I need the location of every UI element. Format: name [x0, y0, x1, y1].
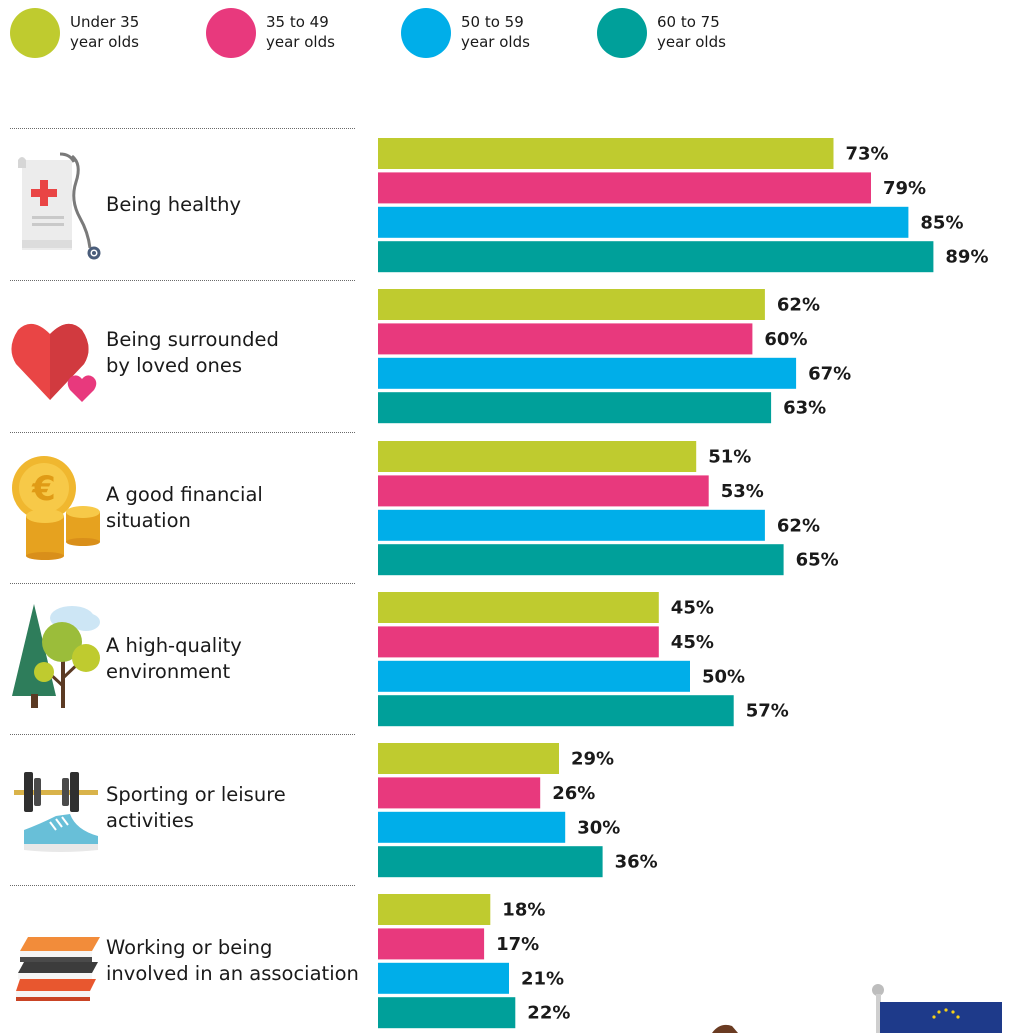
bar-value-label: 57% [746, 701, 789, 722]
bar [378, 509, 765, 541]
legend-label-line: Under 35 [70, 13, 140, 31]
row-separator [10, 734, 355, 735]
legend-swatch [401, 8, 451, 58]
category-label-line: A good financial [106, 483, 263, 506]
bar [378, 660, 690, 692]
category-label-line: Working or being [106, 936, 273, 959]
category-label-line: environment [106, 660, 231, 683]
bar-value-label: 67% [808, 363, 851, 384]
bar-value-label: 29% [571, 749, 614, 770]
bar-value-label: 65% [796, 550, 839, 571]
bar [378, 846, 603, 878]
bird-icon [712, 1024, 738, 1033]
category-label-line: activities [106, 809, 194, 832]
legend: Under 35 year olds 35 to 49 year olds 50… [10, 6, 1000, 62]
legend-swatch [206, 8, 256, 58]
trees-cloud-icon [12, 604, 100, 708]
bar-value-label: 51% [708, 447, 751, 468]
legend-label: 35 to 49 year olds [266, 12, 376, 52]
hearts-icon [11, 323, 97, 402]
row-separator [10, 280, 355, 281]
bar [378, 357, 797, 389]
legend-label: 50 to 59 year olds [461, 12, 571, 52]
bar-value-label: 18% [502, 900, 545, 921]
category-label-being-healthy: Being healthy [106, 192, 241, 218]
bar [378, 138, 834, 169]
legend-label-line: year olds [266, 33, 335, 51]
category-label-association: Working or being involved in an associat… [106, 935, 359, 987]
dumbbell-sneaker-icon [14, 772, 98, 852]
bar [378, 894, 491, 925]
category-label-financial: A good financial situation [106, 482, 263, 534]
bar [378, 626, 659, 658]
legend-label-line: year olds [461, 33, 530, 51]
medical-certificate-stethoscope-icon [18, 152, 101, 260]
eu-flag-icon [872, 984, 1002, 1033]
row-separator [10, 885, 355, 886]
bar [378, 323, 753, 355]
bar-value-label: 17% [496, 934, 539, 955]
category-label-line: Sporting or leisure [106, 783, 286, 806]
category-label-line: Being surrounded [106, 328, 279, 351]
bar [378, 206, 909, 238]
legend-swatch [597, 8, 647, 58]
legend-label-line: year olds [70, 33, 139, 51]
bar-value-label: 85% [920, 212, 963, 233]
legend-label-line: year olds [657, 33, 726, 51]
bar [378, 441, 697, 472]
bar-value-label: 60% [764, 329, 807, 350]
legend-label-line: 35 to 49 [266, 13, 329, 31]
legend-label-line: 60 to 75 [657, 13, 720, 31]
bar-value-label: 21% [521, 968, 564, 989]
legend-label: 60 to 75 year olds [657, 12, 767, 52]
bar [378, 928, 485, 960]
bar [378, 997, 516, 1029]
bar-value-label: 53% [721, 481, 764, 502]
bar-value-label: 62% [777, 295, 820, 316]
legend-label-line: 50 to 59 [461, 13, 524, 31]
row-separator [10, 583, 355, 584]
category-label-line: involved in an association [106, 962, 359, 985]
bar [378, 777, 541, 809]
category-label-sporting: Sporting or leisure activities [106, 782, 286, 834]
books-icon [16, 937, 100, 1001]
bar-value-label: 79% [883, 178, 926, 199]
bar-value-label: 22% [527, 1003, 570, 1024]
legend-swatch [10, 8, 60, 58]
bar-value-label: 63% [783, 398, 826, 419]
bar-value-label: 45% [671, 632, 714, 653]
bar [378, 695, 734, 727]
bar [378, 962, 509, 994]
euro-coins-icon: € [12, 456, 100, 560]
category-label-line: Being healthy [106, 193, 241, 216]
svg-text:€: € [31, 469, 56, 509]
bar-value-label: 73% [846, 144, 889, 165]
bar-value-label: 62% [777, 515, 820, 536]
category-label-loved-ones: Being surrounded by loved ones [106, 327, 279, 379]
bar [378, 811, 566, 843]
bar-value-label: 50% [702, 666, 745, 687]
category-label-line: A high-quality [106, 634, 242, 657]
category-label-line: by loved ones [106, 354, 243, 377]
bar [378, 289, 765, 320]
bar [378, 592, 659, 623]
bar [378, 544, 784, 576]
bar-value-label: 36% [615, 852, 658, 873]
bar [378, 172, 871, 204]
bar [378, 241, 934, 273]
bar-value-label: 45% [671, 598, 714, 619]
bar-value-label: 26% [552, 783, 595, 804]
category-label-environment: A high-quality environment [106, 633, 242, 685]
row-separator [10, 432, 355, 433]
legend-label: Under 35 year olds [70, 12, 180, 52]
bar [378, 475, 709, 507]
row-separator [10, 128, 355, 129]
bar [378, 743, 559, 774]
bar-value-label: 89% [945, 247, 988, 268]
bar [378, 392, 772, 424]
bar-value-label: 30% [577, 817, 620, 838]
category-label-line: situation [106, 509, 191, 532]
